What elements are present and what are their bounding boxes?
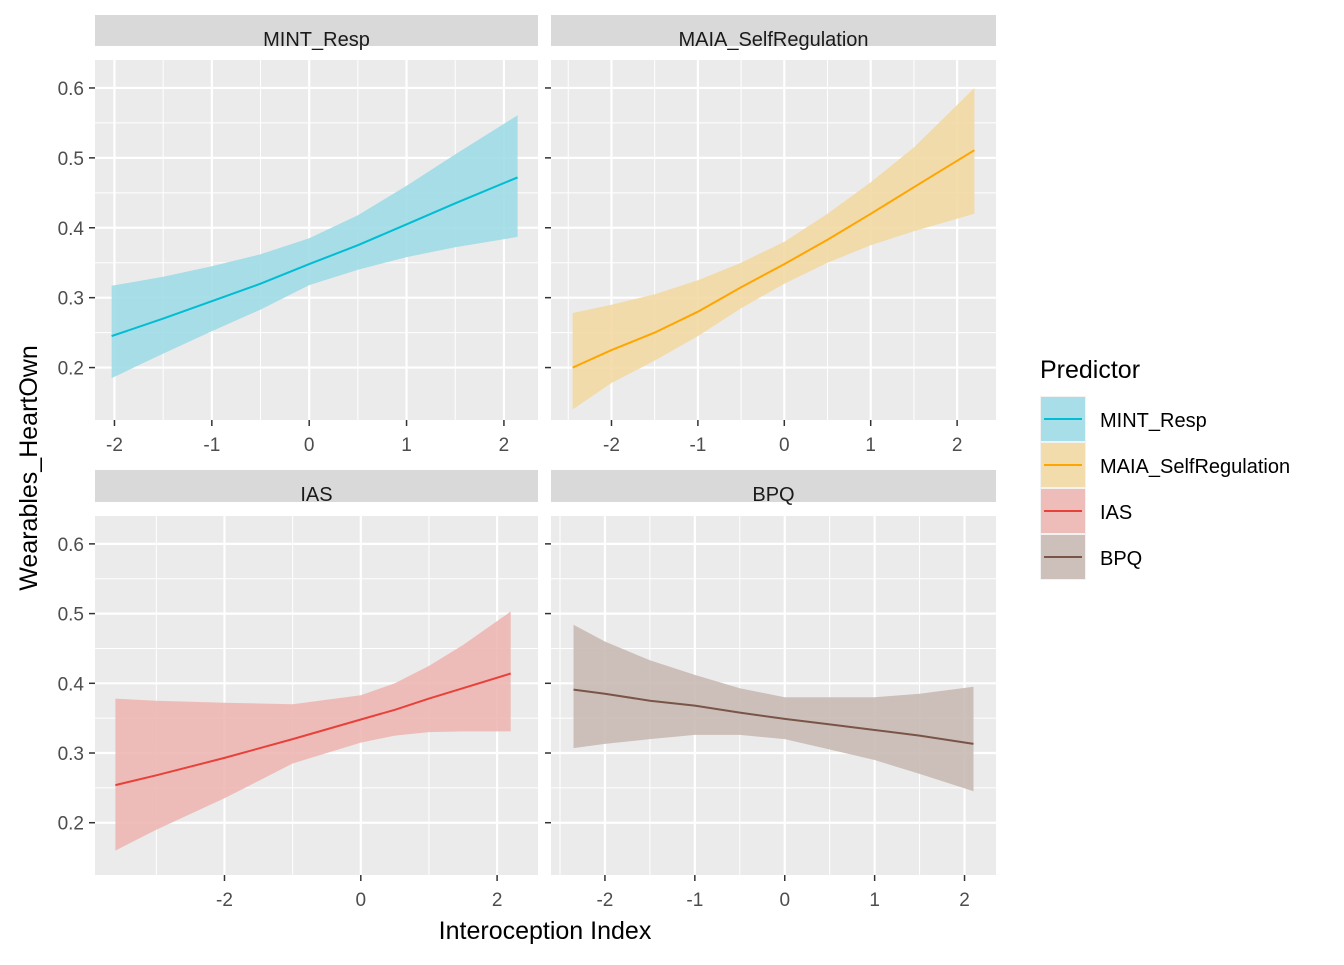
- y-tick-label: 0.6: [58, 535, 84, 556]
- legend-label: MAIA_SelfRegulation: [1100, 456, 1290, 478]
- y-tick-label: 0.3: [58, 744, 84, 765]
- x-tick-label: -1: [686, 890, 703, 911]
- strip-label-mint-resp: MINT_Resp: [263, 29, 370, 51]
- strip-maia-selfregulation: [551, 15, 996, 46]
- y-tick-label: 0.2: [58, 359, 84, 380]
- y-tick-label: 0.6: [58, 79, 84, 100]
- x-tick-label: -2: [603, 435, 620, 456]
- panel-maia-selfregulation: MAIA_SelfRegulation -2 -1 0 1 2: [545, 15, 996, 456]
- x-tick-label: 0: [304, 435, 315, 456]
- y-tick-label: 0.5: [58, 149, 84, 170]
- x-tick-label: -1: [203, 435, 220, 456]
- fit-line-mint-resp: [111, 176, 518, 338]
- y-tick-label: 0.3: [58, 289, 84, 310]
- panel-mint-resp: MINT_Resp 0.2 0.3 0.4 0.5 0.6 -2 -1 0 1 2: [58, 15, 538, 456]
- x-tick-label: 2: [492, 890, 503, 911]
- x-tick-label: -2: [216, 890, 233, 911]
- fit-line-bpq: [573, 688, 974, 745]
- fit-line-ias: [115, 672, 511, 787]
- x-tick-label: 0: [356, 890, 367, 911]
- legend-item-bpq: BPQ: [1040, 534, 1142, 580]
- x-tick-label: 2: [959, 890, 970, 911]
- legend-label: BPQ: [1100, 548, 1142, 570]
- confidence-band-ias: [115, 611, 511, 851]
- x-tick-label: 0: [779, 435, 790, 456]
- legend-item-ias: IAS: [1040, 488, 1132, 534]
- x-tick-label: 0: [779, 890, 790, 911]
- x-tick-label: 2: [952, 435, 963, 456]
- legend-title: Predictor: [1040, 356, 1140, 384]
- strip-mint-resp: [95, 15, 538, 46]
- legend: Predictor MINT_Resp MAIA_SelfRegulation IA…: [1040, 356, 1290, 580]
- x-tick-label: 2: [499, 435, 510, 456]
- confidence-band-bpq: [573, 624, 974, 792]
- y-tick-label: 0.4: [58, 674, 85, 695]
- legend-item-maia-selfregulation: MAIA_SelfRegulation: [1040, 442, 1290, 488]
- strip-label-bpq: BPQ: [752, 484, 794, 506]
- x-tick-label: 1: [865, 435, 876, 456]
- legend-label: IAS: [1100, 502, 1132, 524]
- strip-label-maia-selfregulation: MAIA_SelfRegulation: [678, 29, 868, 51]
- fit-line-maia-selfregulation: [572, 149, 975, 369]
- confidence-band-mint-resp: [111, 115, 518, 379]
- x-tick-label: 1: [401, 435, 412, 456]
- panel-bpq: BPQ -2 -1 0 1 2: [545, 470, 996, 911]
- strip-ias: [95, 470, 538, 502]
- x-tick-label: -1: [689, 435, 706, 456]
- y-axis-title: Wearables_HeartOwn: [15, 345, 43, 590]
- panel-ias: IAS 0.2 0.3 0.4 0.5 0.6 -2 0 2: [58, 470, 538, 911]
- y-tick-label: 0.4: [58, 219, 85, 240]
- y-tick-label: 0.5: [58, 605, 84, 626]
- legend-items: MINT_Resp MAIA_SelfRegulation IAS BPQ: [1040, 396, 1290, 580]
- x-tick-label: -2: [106, 435, 123, 456]
- legend-label: MINT_Resp: [1100, 410, 1207, 432]
- x-tick-label: 1: [869, 890, 880, 911]
- strip-label-ias: IAS: [300, 484, 332, 506]
- x-axis-title: Interoception Index: [439, 917, 652, 945]
- legend-item-mint-resp: MINT_Resp: [1040, 396, 1207, 442]
- confidence-band-maia-selfregulation: [572, 88, 975, 410]
- x-tick-label: -2: [596, 890, 613, 911]
- y-tick-label: 0.2: [58, 814, 84, 835]
- strip-bpq: [551, 470, 996, 502]
